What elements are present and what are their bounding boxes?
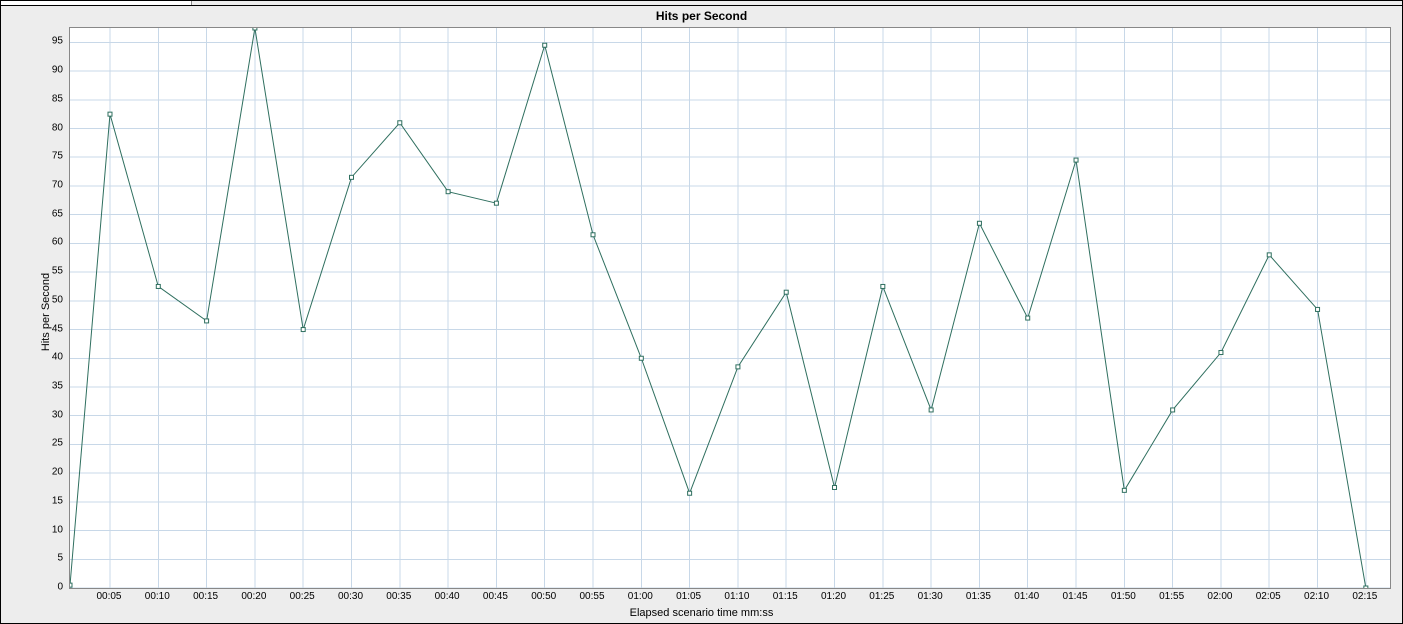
x-tick-label: 01:20 bbox=[821, 587, 846, 602]
data-point bbox=[833, 485, 837, 489]
x-tick-label: 00:50 bbox=[531, 587, 556, 602]
data-point bbox=[977, 221, 981, 225]
data-point bbox=[543, 43, 547, 47]
x-tick-label: 00:55 bbox=[579, 587, 604, 602]
data-point bbox=[639, 356, 643, 360]
data-point bbox=[1267, 253, 1271, 257]
plot-area: 0510152025303540455055606570758085909500… bbox=[69, 27, 1389, 587]
y-tick-label: 50 bbox=[33, 294, 69, 305]
x-tick-label: 02:00 bbox=[1207, 587, 1232, 602]
data-point bbox=[446, 190, 450, 194]
y-tick-label: 20 bbox=[33, 467, 69, 478]
x-tick-label: 00:30 bbox=[338, 587, 363, 602]
x-axis-label: Elapsed scenario time mm:ss bbox=[1, 607, 1402, 619]
x-tick-label: 01:55 bbox=[1159, 587, 1184, 602]
data-point bbox=[881, 284, 885, 288]
x-tick-label: 00:15 bbox=[193, 587, 218, 602]
x-tick-label: 00:40 bbox=[435, 587, 460, 602]
y-tick-label: 45 bbox=[33, 323, 69, 334]
x-tick-label: 00:35 bbox=[386, 587, 411, 602]
series-line bbox=[70, 28, 1366, 588]
y-tick-label: 90 bbox=[33, 65, 69, 76]
data-point bbox=[1026, 316, 1030, 320]
y-tick-label: 65 bbox=[33, 208, 69, 219]
x-tick-label: 02:10 bbox=[1304, 587, 1329, 602]
y-tick-label: 15 bbox=[33, 495, 69, 506]
x-tick-label: 01:40 bbox=[1014, 587, 1039, 602]
active-tab-indicator bbox=[1, 1, 192, 5]
x-tick-label: 02:05 bbox=[1256, 587, 1281, 602]
x-tick-label: 02:15 bbox=[1352, 587, 1377, 602]
data-point bbox=[784, 290, 788, 294]
y-tick-label: 0 bbox=[33, 582, 69, 593]
x-tick-label: 00:20 bbox=[241, 587, 266, 602]
x-tick-label: 01:00 bbox=[628, 587, 653, 602]
data-point bbox=[301, 328, 305, 332]
x-tick-label: 00:25 bbox=[290, 587, 315, 602]
y-tick-label: 80 bbox=[33, 122, 69, 133]
data-point bbox=[350, 175, 354, 179]
data-point bbox=[1219, 351, 1223, 355]
y-tick-label: 55 bbox=[33, 266, 69, 277]
data-point bbox=[736, 365, 740, 369]
chart-title: Hits per Second bbox=[1, 9, 1402, 23]
data-point bbox=[1316, 307, 1320, 311]
y-tick-label: 10 bbox=[33, 524, 69, 535]
y-tick-label: 95 bbox=[33, 36, 69, 47]
data-point bbox=[205, 319, 209, 323]
x-tick-label: 01:10 bbox=[724, 587, 749, 602]
x-tick-label: 00:10 bbox=[145, 587, 170, 602]
y-tick-label: 35 bbox=[33, 380, 69, 391]
x-tick-label: 01:30 bbox=[918, 587, 943, 602]
data-point bbox=[398, 121, 402, 125]
x-tick-label: 01:25 bbox=[869, 587, 894, 602]
data-point bbox=[591, 233, 595, 237]
data-point bbox=[156, 284, 160, 288]
data-point bbox=[929, 408, 933, 412]
y-tick-label: 75 bbox=[33, 151, 69, 162]
data-point bbox=[1171, 408, 1175, 412]
data-point bbox=[1074, 158, 1078, 162]
chart-panel: Hits per Second Hits per Second Elapsed … bbox=[0, 0, 1403, 624]
tab-strip bbox=[1, 1, 1402, 6]
data-point bbox=[253, 27, 257, 30]
data-point bbox=[688, 491, 692, 495]
x-tick-label: 00:05 bbox=[96, 587, 121, 602]
y-tick-label: 30 bbox=[33, 409, 69, 420]
y-tick-label: 40 bbox=[33, 352, 69, 363]
x-tick-label: 01:45 bbox=[1063, 587, 1088, 602]
y-tick-label: 70 bbox=[33, 179, 69, 190]
x-tick-label: 01:50 bbox=[1111, 587, 1136, 602]
data-point bbox=[494, 201, 498, 205]
y-tick-label: 60 bbox=[33, 237, 69, 248]
x-tick-label: 00:45 bbox=[483, 587, 508, 602]
y-tick-label: 5 bbox=[33, 553, 69, 564]
data-point bbox=[1122, 488, 1126, 492]
y-tick-label: 85 bbox=[33, 93, 69, 104]
data-point bbox=[108, 112, 112, 116]
x-tick-label: 01:15 bbox=[773, 587, 798, 602]
y-tick-label: 25 bbox=[33, 438, 69, 449]
chart-svg bbox=[69, 27, 1391, 589]
y-axis-label: Hits per Second bbox=[40, 273, 52, 351]
x-tick-label: 01:05 bbox=[676, 587, 701, 602]
data-point bbox=[69, 583, 72, 587]
x-tick-label: 01:35 bbox=[966, 587, 991, 602]
